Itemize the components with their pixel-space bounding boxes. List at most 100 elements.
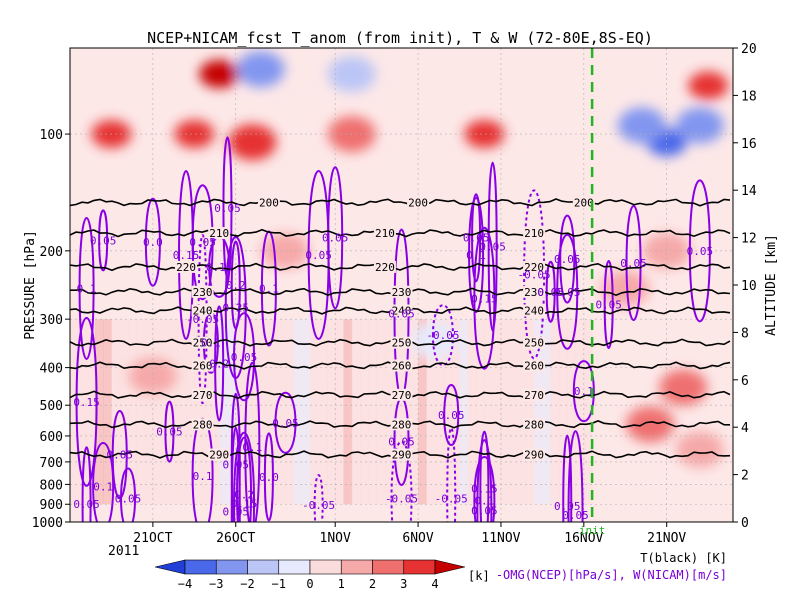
isotherm-labels: 200 200 200 210 210 210 220 220 220 230 230 230 240 2…: [175, 196, 595, 462]
isotherm-label-bg-240-0: [191, 304, 214, 317]
anomaly-band-46: [451, 319, 461, 505]
year-label: 2011: [108, 544, 139, 559]
y2-tick-label-3: 6: [741, 374, 749, 389]
isotherm-label-bg-250-1: [390, 336, 413, 349]
anomaly-band-39: [393, 319, 402, 505]
isotherm-label-bg-200-2: [572, 196, 595, 209]
init-label: init: [579, 524, 606, 537]
colorbar-unit: [k]: [468, 569, 490, 583]
colorbar-bin-7: [403, 559, 436, 575]
colorbar-tick-1: −3: [209, 577, 223, 591]
anomaly-band-22: [252, 319, 262, 505]
x-tick-label-2: 1NOV: [320, 531, 351, 546]
isotherm-label-240-0: 240: [193, 305, 213, 318]
y2-tick-label-6: 12: [741, 232, 757, 247]
omega-contour-30: [313, 474, 324, 522]
omega-contour-16: [111, 410, 128, 500]
isotherm-label-240-1: 240: [392, 305, 412, 318]
omega-contour-22: [236, 436, 253, 522]
isotherm-label-bg-290-2: [523, 448, 546, 461]
omega-contour-13: [78, 217, 95, 360]
legend-omega: -OMG(NCEP)[hPa/s], W(NICAM)[m/s]: [496, 568, 727, 582]
isotherm-label-260-0: 260: [193, 360, 213, 373]
omega-contour-19: [244, 361, 261, 522]
y-tick-label-6: 700: [40, 456, 63, 471]
anomaly-band-42: [418, 319, 427, 505]
omega-label-51: 0.05: [595, 298, 622, 311]
isotherm-label-220-2: 220: [524, 261, 544, 274]
isotherm-label-240-2: 240: [524, 305, 544, 318]
omega-label-43: 0.05: [471, 505, 498, 518]
omega-label-41: 0.1: [474, 494, 494, 507]
isotherm-label-bg-210-2: [523, 227, 546, 240]
omega-contour-20: [274, 391, 297, 454]
anomaly-band-8: [136, 319, 146, 505]
anomaly-band-37: [376, 319, 386, 505]
colorbar-tick-7: 3: [400, 577, 407, 591]
omega-label-33: -0.05: [435, 493, 468, 506]
omega-contour-52: [625, 205, 642, 321]
omega-contour-24: [230, 426, 241, 522]
isotherm-label-290-2: 290: [524, 449, 544, 462]
x-tick-label-5: 16NOV: [564, 531, 603, 546]
anomaly-band-54: [517, 319, 527, 505]
omega-contour-42: [479, 430, 490, 522]
isotherm-label-280-0: 280: [193, 418, 213, 431]
omega-contour-25: [120, 467, 137, 522]
isotherm-label-260-2: 260: [524, 360, 544, 373]
omega-contour-11: [233, 312, 256, 402]
isotherm-label-250-1: 250: [392, 337, 412, 350]
anomaly-feature-1: [174, 120, 215, 149]
isotherm-label-280-1: 280: [392, 418, 412, 431]
anomaly-band-33: [343, 319, 353, 505]
omega-contour-1: [144, 197, 161, 287]
omega-label-11: 0.05: [231, 351, 258, 364]
omega-label-44: -0.05: [518, 268, 551, 281]
omega-label-10: 0.1: [201, 337, 221, 350]
omega-label-0: 0.05: [90, 234, 117, 247]
omega-label-19: 0.1: [242, 441, 262, 454]
colorbar-bin-1: [215, 559, 248, 575]
omega-contour-8: [224, 236, 247, 379]
y2-tick-label-0: 0: [741, 516, 749, 531]
anomaly-band-13: [177, 319, 187, 505]
isotherm-label-280-2: 280: [524, 418, 544, 431]
anomaly-band-50: [484, 319, 494, 505]
anomaly-features: [91, 51, 729, 468]
omega-label-27: 0.05: [73, 498, 100, 511]
anomaly-band-36: [368, 319, 378, 505]
omega-contour-43: [476, 439, 493, 522]
omega-label-26: 0.1: [93, 480, 113, 493]
omega-label-18: 0.05: [223, 458, 250, 471]
omega-label-25: 0.05: [115, 493, 142, 506]
isotherm-label-bg-220-0: [175, 260, 198, 273]
anomaly-band-59: [558, 319, 568, 505]
isotherm-label-bg-280-1: [390, 418, 413, 431]
y2-tick-label-2: 4: [741, 421, 749, 436]
y2-tick-label-1: 2: [741, 469, 749, 484]
omega-label-15: 0.05: [156, 426, 183, 439]
isotherm-label-bg-230-0: [191, 285, 214, 298]
omega-label-30: -0.05: [302, 499, 335, 512]
omega-contour-49: [567, 430, 584, 522]
anomaly-band-27: [293, 319, 303, 505]
anomaly-feature-16: [626, 406, 675, 443]
y2-tick-label-9: 18: [741, 89, 757, 104]
anomaly-band-47: [459, 319, 469, 505]
anomaly-band-4: [103, 319, 112, 505]
time-axis: 21OCT 26OCT 1NOV 6NOV 11NOV 16NOV 21NOV: [133, 522, 686, 546]
omega-contour-15: [164, 400, 175, 463]
isotherm-label-270-2: 270: [524, 389, 544, 402]
omega-label-49: 0.05: [562, 509, 589, 522]
isotherm-label-230-0: 230: [193, 286, 213, 299]
anomaly-band-31: [326, 319, 336, 505]
anomaly-feature-2: [228, 124, 277, 161]
colorbar-max-arrow: [434, 559, 466, 575]
isotherm-label-bg-260-0: [191, 359, 214, 372]
isotherm-label-270-1: 270: [392, 389, 412, 402]
anomaly-bands: [70, 319, 593, 505]
omega-label-42: 0.15: [471, 483, 498, 496]
isotherm-label-200-0: 200: [259, 196, 279, 209]
omega-label-21: 0.0: [259, 471, 279, 484]
